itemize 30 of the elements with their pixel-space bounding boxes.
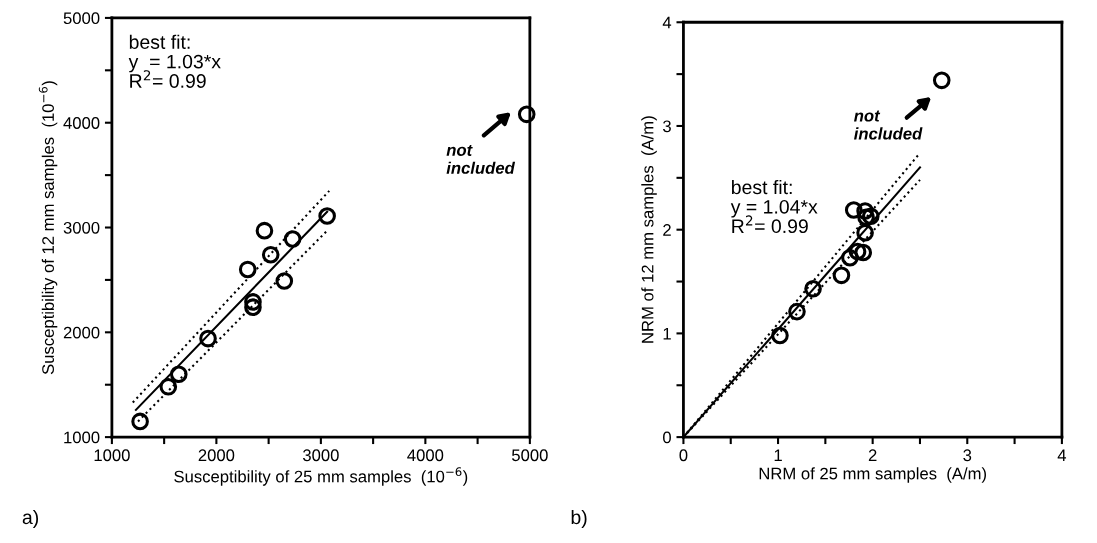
x-axis-title: Susceptibility of 25 mm samples (10$^{−6}$) — [174, 467, 468, 486]
annotation: not included — [854, 110, 923, 140]
text: b) — [571, 509, 587, 529]
y-tick-label: 1000 — [64, 431, 100, 444]
y-axis-title: NRM of 12 mm samples (A/m) — [641, 116, 657, 343]
y-tick-label: 1 — [663, 327, 671, 340]
y-tick-label: 5000 — [63, 12, 100, 25]
annotation: not included — [446, 144, 516, 174]
x-axis-title: NRM of 25 mm samples (A/m) — [759, 467, 986, 483]
x-tick-label: 3 — [963, 449, 972, 462]
y-tick-label: 4 — [662, 16, 672, 29]
x-tick-label: 3000 — [302, 449, 339, 462]
y-tick-label: 4000 — [63, 117, 100, 129]
text: a) — [22, 509, 39, 529]
y-tick-label: 2 — [663, 224, 671, 236]
x-tick-label: 1000 — [94, 449, 130, 462]
x-tick-label: 2 — [868, 449, 877, 461]
y-tick-label: 3 — [662, 120, 671, 133]
x-tick-label: 2000 — [198, 449, 235, 462]
y-axis-title: Susceptibility of 12 mm samples (10$^{−6}$) — [38, 81, 58, 375]
x-tick-label: 4 — [1057, 449, 1067, 461]
x-tick-label: 1 — [774, 449, 782, 461]
annotation: best fit: y = 1.04*x R$^{2}$= 0.99 — [730, 179, 818, 234]
y-tick-label: 2000 — [63, 326, 100, 339]
x-tick-label: 0 — [679, 449, 688, 462]
x-tick-label: 5000 — [511, 449, 548, 462]
x-tick-label: 4000 — [407, 449, 444, 462]
annotation: best fit: y = 1.03*x R$^{2}$= 0.99 — [128, 34, 221, 88]
y-tick-label: 3000 — [63, 221, 100, 234]
y-tick-label: 0 — [663, 431, 671, 444]
